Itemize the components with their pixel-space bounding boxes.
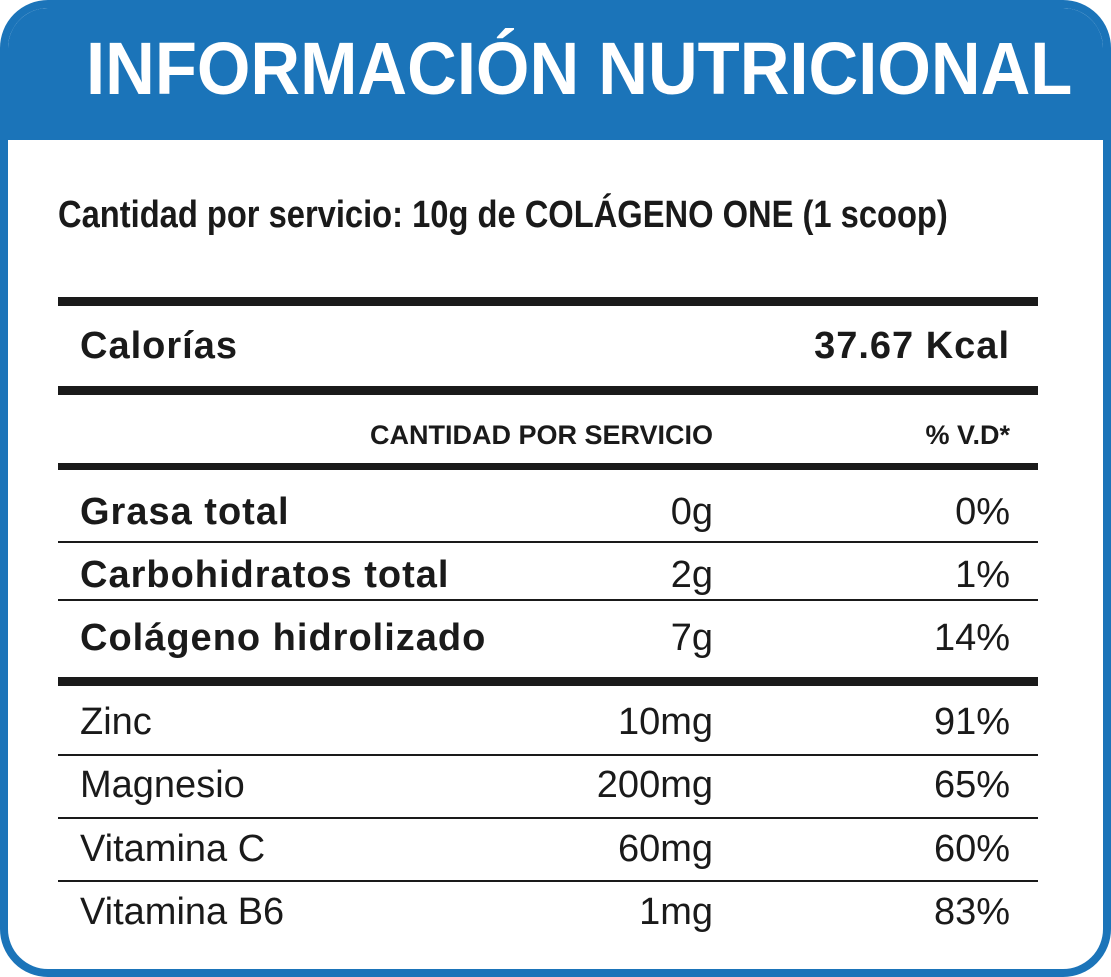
nutrient-amount: 10mg xyxy=(617,701,713,743)
nutrient-amount: 200mg xyxy=(596,764,713,806)
nutrient-name: Magnesio xyxy=(80,764,245,806)
nutrient-amount: 2g xyxy=(670,554,713,596)
nutrient-daily-value: 83% xyxy=(933,891,1010,933)
nutrient-daily-value: 60% xyxy=(933,828,1010,870)
nutrient-name: Colágeno hidrolizado xyxy=(80,617,487,659)
column-header-amount: CANTIDAD POR SERVICIO xyxy=(369,420,713,450)
row-divider xyxy=(58,817,1038,819)
calories-value: 37.67 Kcal xyxy=(814,325,1010,367)
nutrient-daily-value: 91% xyxy=(933,701,1010,743)
nutrient-name: Vitamina B6 xyxy=(80,891,285,933)
row-divider xyxy=(58,880,1038,882)
column-header-daily-value: % V.D* xyxy=(925,420,1010,450)
divider-top xyxy=(58,297,1038,306)
divider-calories xyxy=(58,386,1038,395)
nutrient-daily-value: 65% xyxy=(933,764,1010,806)
row-divider xyxy=(58,599,1038,601)
nutrient-name: Zinc xyxy=(80,701,152,743)
divider-micros xyxy=(58,677,1038,686)
nutrient-amount: 7g xyxy=(670,617,713,659)
header-bar xyxy=(8,8,1103,140)
nutrient-daily-value: 0% xyxy=(955,491,1010,533)
row-divider xyxy=(58,754,1038,756)
nutrient-daily-value: 14% xyxy=(933,617,1010,659)
nutrient-name: Vitamina C xyxy=(80,828,266,870)
nutrient-amount: 1mg xyxy=(639,891,713,933)
row-divider xyxy=(58,541,1038,543)
nutrient-daily-value: 1% xyxy=(955,554,1010,596)
nutrient-name: Grasa total xyxy=(80,491,290,533)
nutrient-amount: 0g xyxy=(670,491,713,533)
nutrient-name: Carbohidratos total xyxy=(80,554,450,596)
page-title: INFORMACIÓN NUTRICIONAL xyxy=(86,27,1073,110)
divider-column-header xyxy=(58,463,1038,470)
serving-size-text: Cantidad por servicio: 10g de COLÁGENO O… xyxy=(58,194,948,236)
nutrient-amount: 60mg xyxy=(617,828,713,870)
calories-label: Calorías xyxy=(80,325,238,367)
